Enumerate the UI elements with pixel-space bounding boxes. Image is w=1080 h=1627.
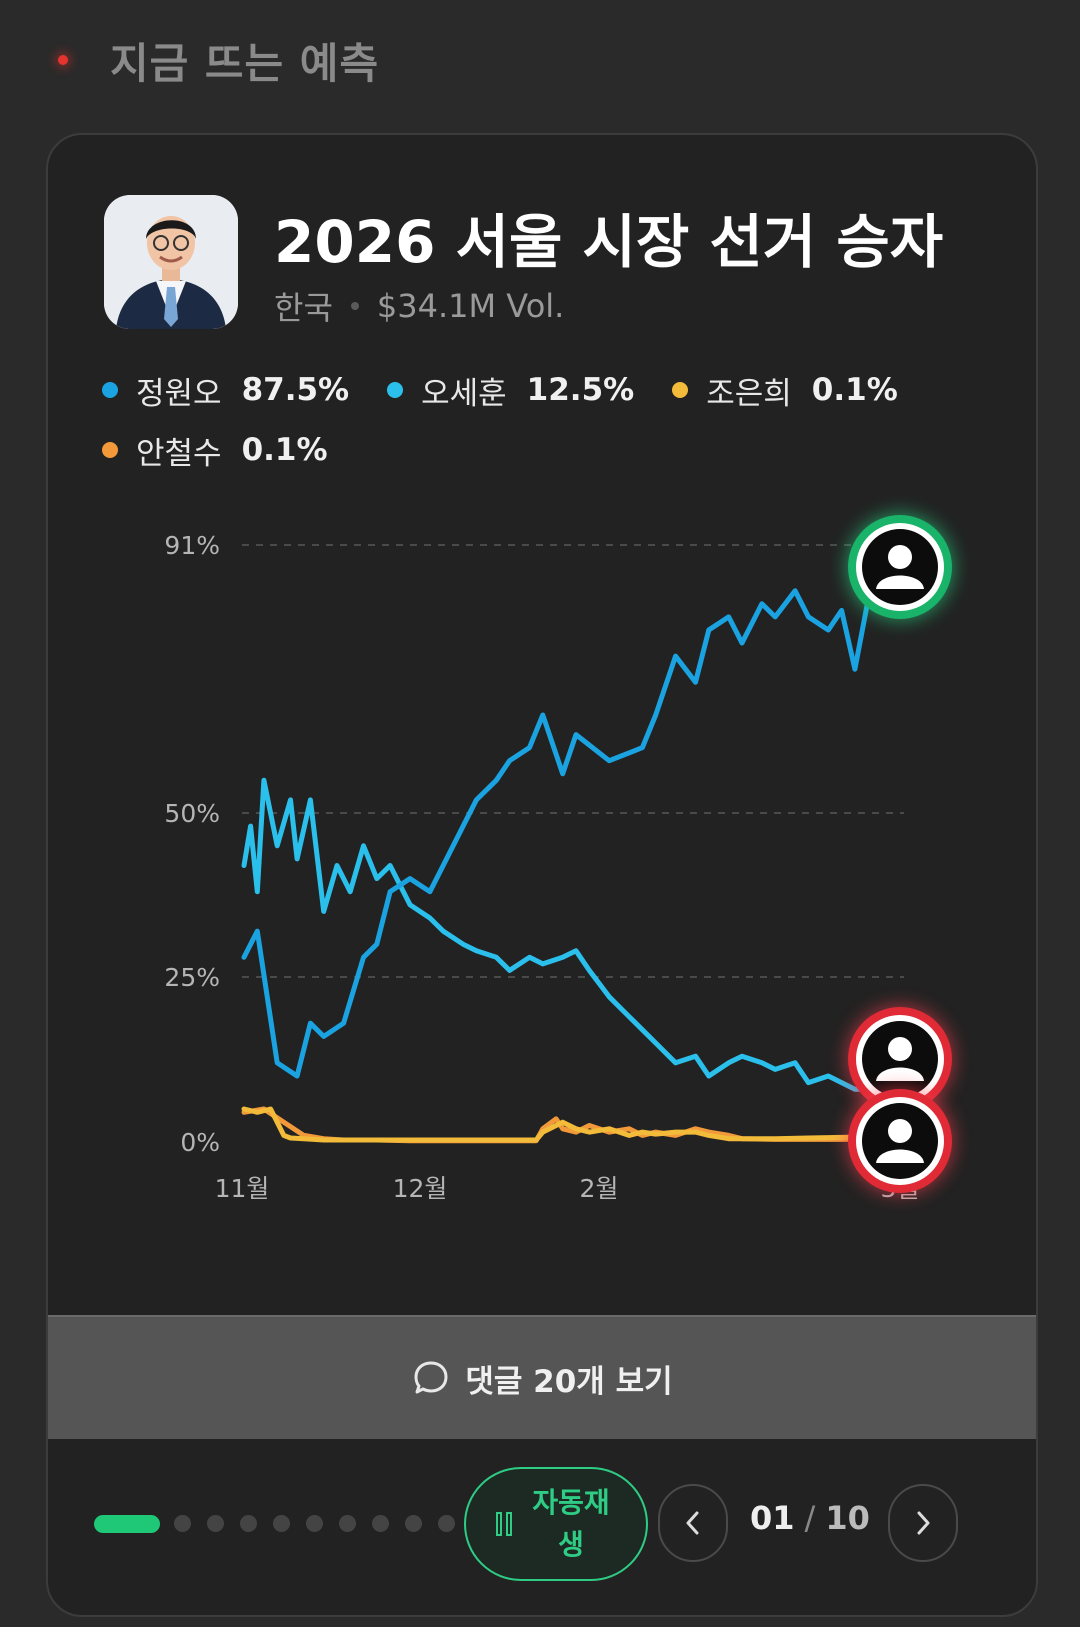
legend-dot-icon [102, 442, 118, 458]
y-tick-label: 91% [164, 531, 220, 560]
market-title[interactable]: 2026 서울 시장 선거 승자 [274, 208, 944, 276]
view-comments-button[interactable]: 댓글 20개 보기 [48, 1315, 1036, 1439]
chevron-left-icon [686, 1511, 699, 1535]
legend-name: 안철수 [136, 435, 222, 472]
avatar-marker[interactable] [846, 1005, 954, 1113]
page-indicator: 01/10 [750, 1499, 870, 1537]
x-tick-label: 11월 [215, 1174, 270, 1203]
legend: 정원오 87.5% 오세훈 12.5% 조은희 0.1% 안철수 0.1% [102, 360, 962, 480]
legend-percent: 0.1% [811, 372, 898, 408]
avatar-marker[interactable] [846, 1087, 954, 1195]
market-volume: $34.1M Vol. [376, 287, 565, 325]
carousel-dots [174, 1515, 471, 1532]
carousel-dot[interactable] [438, 1515, 455, 1532]
chart-grid [242, 544, 904, 978]
market-card[interactable]: 2026 서울 시장 선거 승자 한국 $34.1M Vol. 정원오 87.5… [46, 133, 1038, 1617]
market-meta: 한국 $34.1M Vol. [274, 283, 564, 329]
y-tick-label: 0% [180, 1128, 220, 1157]
comments-label: 댓글 20개 보기 [465, 1363, 673, 1400]
meta-separator-icon [350, 302, 359, 310]
series-line [241, 1106, 911, 1144]
carousel-dot[interactable] [240, 1515, 257, 1532]
carousel-dot[interactable] [405, 1515, 422, 1532]
user-avatar-icon [876, 1037, 924, 1081]
legend-percent: 87.5% [241, 372, 350, 408]
legend-item: 안철수 0.1% [102, 420, 328, 480]
legend-percent: 12.5% [526, 372, 635, 408]
legend-name: 오세훈 [421, 375, 507, 412]
carousel-dot[interactable] [207, 1515, 224, 1532]
market-region: 한국 [274, 289, 333, 327]
series-end-markers [846, 513, 954, 1195]
series-lines [241, 555, 911, 1144]
prev-button[interactable] [658, 1484, 728, 1562]
legend-name: 정원오 [136, 375, 222, 412]
x-tick-label: 2월 [580, 1174, 619, 1203]
live-dot-icon [58, 55, 68, 65]
x-tick-label: 12월 [393, 1174, 448, 1203]
series-line [241, 555, 911, 1079]
legend-item: 조은희 0.1% [672, 360, 898, 420]
series-line [241, 777, 911, 1092]
legend-item: 오세훈 12.5% [387, 360, 634, 420]
legend-percent: 0.1% [241, 432, 328, 468]
comment-bubble-icon [414, 1361, 448, 1394]
legend-dot-icon [102, 382, 118, 398]
legend-dot-icon [387, 382, 404, 398]
user-avatar-icon [876, 1119, 924, 1163]
y-tick-label: 50% [164, 799, 220, 828]
pause-icon [496, 1512, 516, 1536]
carousel-dot[interactable] [174, 1515, 191, 1532]
carousel-progress-active [94, 1515, 160, 1533]
legend-name: 조은희 [706, 375, 792, 412]
carousel-dot[interactable] [372, 1515, 389, 1532]
next-button[interactable] [888, 1484, 958, 1562]
page-current: 01 [750, 1499, 795, 1537]
avatar-marker[interactable] [846, 513, 954, 621]
section-header: 지금 뜨는 예측 [58, 30, 379, 90]
legend-item: 정원오 87.5% [102, 360, 349, 420]
y-axis-labels: 91% 50% 25% 0% [164, 531, 220, 1157]
autoplay-label: 자동재생 [532, 1486, 610, 1561]
y-tick-label: 25% [164, 963, 220, 992]
user-avatar-icon [876, 545, 924, 589]
section-title: 지금 뜨는 예측 [110, 38, 380, 88]
market-thumbnail[interactable] [104, 195, 238, 329]
x-axis-labels: 11월12월2월3월 [215, 1174, 920, 1203]
carousel-dot[interactable] [306, 1515, 323, 1532]
page-total: 10 [825, 1499, 870, 1537]
carousel-dot[interactable] [273, 1515, 290, 1532]
candidate-photo-icon [104, 195, 238, 329]
autoplay-button[interactable]: 자동재생 [464, 1467, 648, 1581]
probability-chart[interactable]: 91%50%25%0% 11월12월2월3월 [48, 135, 1036, 1315]
carousel-dot[interactable] [339, 1515, 356, 1532]
legend-dot-icon [672, 382, 689, 398]
chevron-right-icon [917, 1511, 930, 1535]
page-separator: / [804, 1499, 816, 1537]
carousel-footer: 자동재생 01/10 [48, 1437, 1036, 1615]
